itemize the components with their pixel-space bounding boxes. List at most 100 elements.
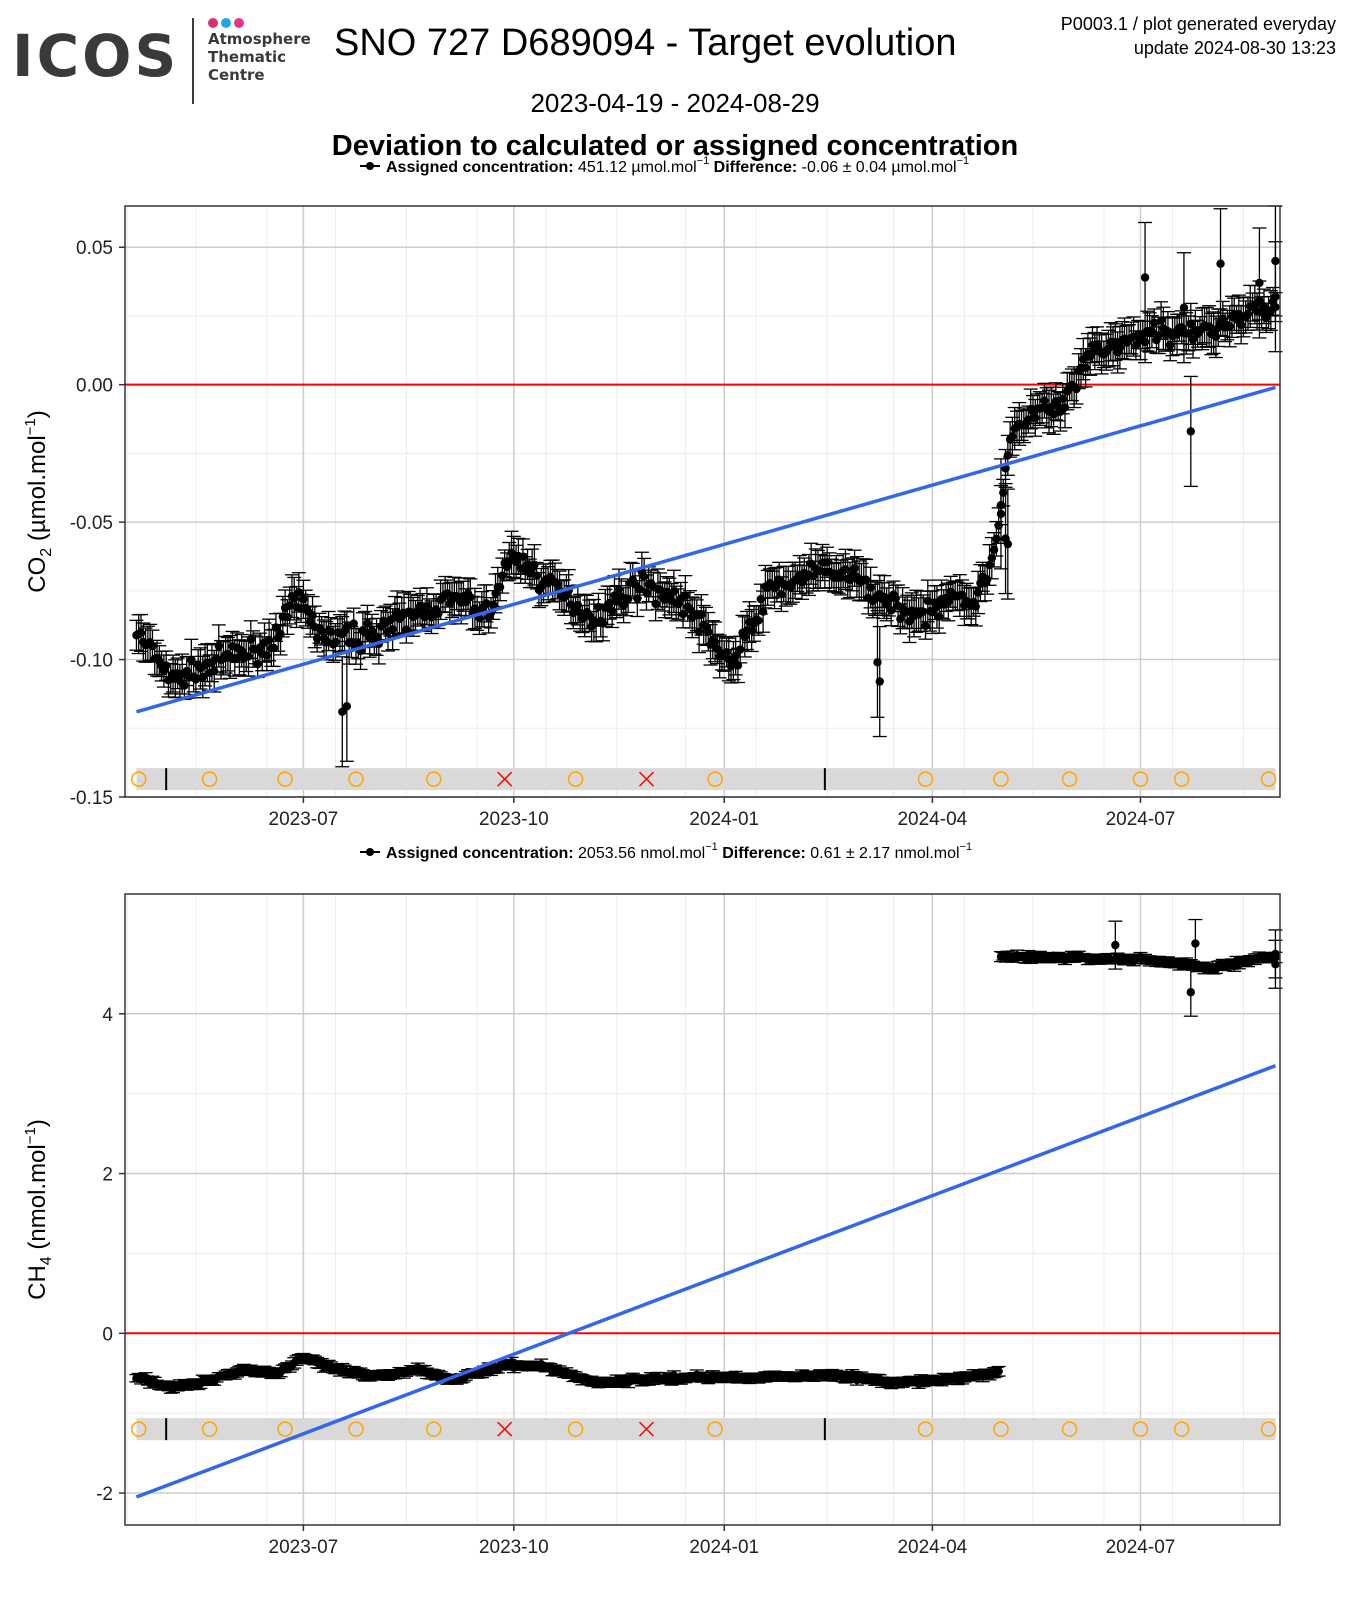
- logo-wordmark: ICOS: [12, 22, 180, 90]
- data-point: [1216, 259, 1225, 268]
- data-point: [973, 588, 983, 597]
- x-tick-label: 2023-10: [479, 1537, 549, 1558]
- status-ok-marker: [130, 1421, 147, 1437]
- data-point: [262, 651, 272, 660]
- legend-difference-label: Difference:: [718, 845, 810, 862]
- logo-line-2: Thematic: [208, 48, 287, 66]
- status-band: [136, 1418, 1276, 1441]
- data-point: [758, 607, 768, 616]
- status-rejected-marker: [497, 771, 513, 787]
- y-tick-label: -2: [96, 1484, 113, 1505]
- legend-assigned-value: 2053.56 nmol.mol: [578, 845, 705, 862]
- status-ok-marker: [917, 1421, 934, 1437]
- logo-divider: [192, 18, 194, 104]
- x-tick-label: 2024-04: [897, 809, 967, 830]
- status-ok-marker: [993, 771, 1009, 787]
- status-ok-marker: [1132, 1421, 1149, 1437]
- plot-frame: [124, 893, 1281, 1526]
- data-point: [244, 652, 253, 661]
- generation-info: P0003.1 / plot generated everyday update…: [1061, 12, 1336, 60]
- chart-panel-1: -0.15 -0.10 -0.05 0.00 0.05 2023-07 2023-10 202…: [22, 155, 1283, 830]
- status-ok-marker: [201, 771, 218, 787]
- data-point: [994, 1367, 1003, 1376]
- y-tick-label: -0.10: [70, 651, 113, 672]
- legend-text: Assigned concentration: 2053.56 nmol.mol…: [386, 841, 972, 862]
- y-label-base: CO: [24, 557, 51, 593]
- status-ok-marker: [348, 771, 364, 787]
- legend-unit-exponent: −1: [960, 841, 973, 853]
- data-point: [1255, 278, 1264, 288]
- data-point: [1186, 988, 1196, 997]
- data-point: [214, 641, 223, 651]
- data-point: [264, 635, 274, 645]
- data-point: [1140, 337, 1150, 347]
- data-point: [1003, 539, 1013, 549]
- data-point: [996, 509, 1006, 519]
- section-title: Deviation to calculated or assigned conc…: [331, 130, 1019, 162]
- status-ok-marker: [426, 1421, 442, 1437]
- legend: Assigned concentration: 2053.56 nmol.mol…: [360, 841, 972, 862]
- status-ok-marker: [917, 771, 934, 787]
- logo-line-1: Atmosphere: [208, 30, 311, 48]
- data-point: [861, 575, 871, 584]
- data-point: [983, 575, 992, 584]
- data-point: [246, 635, 255, 644]
- status-ok-marker: [426, 771, 442, 787]
- chart-panel-2: -2 0 2 4 2023-07 2023-10 2024-01 2024-04 2024-07…: [22, 841, 1283, 1558]
- data-point: [841, 565, 850, 574]
- y-tick-label: -0.15: [70, 788, 113, 809]
- status-ok-marker: [1260, 1421, 1277, 1437]
- legend-difference-label: Difference:: [709, 159, 801, 176]
- data-point: [992, 534, 1001, 544]
- legend-text: Assigned concentration: 451.12 µmol.mol−…: [386, 155, 969, 176]
- data-point: [1115, 343, 1125, 352]
- data-point: [187, 655, 196, 665]
- data-point: [873, 658, 882, 667]
- trend-line: [135, 1064, 1277, 1499]
- logo-dot-3: [234, 18, 244, 28]
- data-point: [269, 643, 278, 653]
- icos-logo: ICOS Atmosphere Thematic Centre: [12, 14, 312, 106]
- y-tick-label: 0.00: [76, 376, 113, 397]
- x-tick-label: 2024-04: [897, 1537, 967, 1558]
- status-band: [136, 768, 1276, 791]
- x-tick-label: 2024-01: [689, 1537, 759, 1558]
- data-point: [1225, 322, 1234, 331]
- plot-frame: [124, 205, 1281, 798]
- data-point: [1150, 318, 1159, 327]
- x-tick-label: 2024-01: [689, 809, 759, 830]
- data-point: [921, 621, 930, 631]
- y-label-unit: (µmol.mol: [24, 435, 51, 548]
- logo-dot-2: [221, 18, 231, 28]
- status-ok-marker: [1173, 1421, 1190, 1437]
- data-point: [495, 582, 505, 592]
- y-label-base: CH: [24, 1265, 51, 1300]
- data-point: [971, 602, 981, 611]
- status-rejected-marker: [638, 771, 654, 787]
- status-ok-marker: [277, 1421, 293, 1437]
- data-point: [498, 571, 507, 580]
- status-rejected-marker: [497, 1421, 513, 1437]
- logo-line-3: Centre: [208, 66, 265, 84]
- data-point: [875, 677, 884, 686]
- y-tick-label: 2: [102, 1165, 113, 1186]
- plot-area: [125, 206, 1280, 797]
- data-points: [129, 918, 1283, 1394]
- status-rejected-marker: [638, 1421, 654, 1437]
- x-tick-label: 2024-07: [1106, 1537, 1176, 1558]
- date-range: 2023-04-19 - 2024-08-29: [530, 88, 820, 118]
- data-point: [1271, 960, 1280, 969]
- data-point: [1191, 939, 1200, 948]
- x-tick-label: 2024-07: [1106, 809, 1176, 830]
- legend-assigned-value: 451.12 µmol.mol: [578, 159, 697, 176]
- data-point: [891, 594, 900, 603]
- logo-dots: [208, 15, 247, 33]
- data-point: [678, 610, 688, 619]
- data-point: [756, 594, 766, 604]
- data-point: [308, 611, 317, 620]
- data-points: [129, 205, 1283, 768]
- y-axis-label: CO2 (µmol.mol−1): [22, 410, 55, 593]
- data-point: [639, 572, 649, 581]
- status-ok-marker: [567, 1421, 584, 1437]
